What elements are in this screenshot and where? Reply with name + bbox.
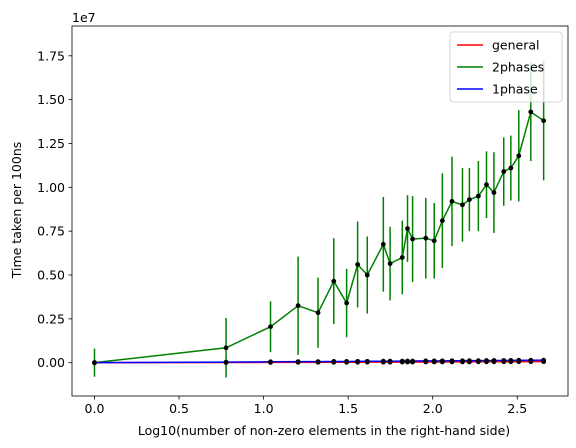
data-point-2phases	[431, 238, 437, 244]
data-point-2phases	[516, 153, 522, 159]
data-point-1phase	[223, 359, 229, 365]
data-point-2phases	[387, 261, 393, 267]
data-point-2phases	[355, 262, 361, 267]
y-tick-label: 1.50	[37, 92, 65, 107]
y-axis-label: Time taken per 100ns	[9, 142, 24, 280]
y-tick-label: 0.25	[37, 311, 65, 326]
y-tick-label: 1.75	[37, 48, 65, 63]
data-point-1phase	[501, 358, 507, 363]
y-offset-text: 1e7	[72, 10, 96, 25]
data-point-2phases	[460, 202, 465, 208]
data-point-1phase	[541, 357, 547, 363]
plot-area	[92, 61, 547, 378]
data-point-1phase	[364, 358, 370, 364]
data-point-1phase	[315, 359, 321, 365]
data-point-1phase	[380, 358, 386, 364]
data-point-1phase	[423, 358, 429, 364]
data-point-2phases	[399, 255, 405, 260]
plot-clipped-group	[92, 61, 547, 378]
data-point-2phases	[484, 182, 489, 188]
data-point-1phase	[355, 358, 361, 364]
data-point-1phase	[387, 358, 393, 364]
data-point-2phases	[364, 272, 370, 278]
data-point-2phases	[508, 165, 514, 171]
data-point-2phases	[475, 193, 481, 199]
data-point-2phases	[405, 226, 410, 231]
y-tick-label: 0.50	[37, 268, 65, 283]
data-point-1phase	[344, 359, 350, 364]
legend-label-1phase: 1phase	[492, 82, 538, 97]
series-line-1phase	[94, 359, 544, 364]
x-tick-label: 1.5	[338, 401, 358, 416]
data-point-1phase	[399, 358, 405, 364]
data-point-2phases	[410, 236, 415, 242]
data-point-1phase	[528, 357, 534, 363]
x-axis-label: Log10(number of non-zero elements in the…	[138, 423, 510, 438]
y-tick-label: 0.75	[37, 224, 65, 239]
data-point-1phase	[475, 358, 481, 364]
data-point-2phases	[467, 197, 472, 203]
series-line-2phases	[94, 110, 545, 364]
data-point-1phase	[449, 358, 455, 364]
markers-1phase	[92, 357, 547, 366]
data-point-2phases	[331, 278, 337, 284]
data-point-1phase	[268, 359, 273, 365]
data-point-2phases	[423, 235, 429, 241]
data-point-2phases	[295, 303, 301, 309]
x-tick-label: 0.5	[169, 401, 189, 416]
data-point-1phase	[484, 358, 489, 363]
axes-frame	[71, 25, 569, 397]
data-point-1phase	[410, 358, 415, 364]
legend: general 2phases 1phase	[449, 31, 563, 103]
data-point-2phases	[223, 345, 229, 351]
data-point-1phase	[508, 358, 514, 363]
y-tick-label: 0.00	[37, 355, 65, 370]
data-point-2phases	[528, 109, 534, 115]
y-tick-label: 1.25	[37, 136, 65, 151]
data-point-2phases	[268, 324, 273, 330]
axes: 0.0 0.5 1.0 1.5 2.0 2.5 0.00 0.25 0.50 0.75 1.00 1.…	[37, 25, 569, 416]
data-point-1phase	[491, 358, 497, 363]
markers-2phases	[92, 109, 547, 366]
y-tick-label: 1.00	[37, 180, 65, 195]
data-point-2phases	[449, 198, 455, 204]
data-point-2phases	[344, 300, 350, 306]
legend-box	[449, 31, 563, 103]
data-point-2phases	[501, 169, 507, 174]
series-1phase	[94, 359, 544, 364]
data-point-1phase	[405, 358, 410, 364]
data-point-1phase	[439, 358, 445, 364]
x-tick-label: 0.0	[85, 401, 105, 416]
data-point-1phase	[460, 358, 465, 364]
data-point-2phases	[439, 218, 445, 224]
data-point-1phase	[295, 359, 301, 365]
x-tick-label: 2.5	[507, 401, 527, 416]
data-point-1phase	[516, 357, 522, 363]
data-point-2phases	[541, 118, 547, 124]
legend-label-2phases: 2phases	[492, 60, 544, 75]
data-point-2phases	[380, 241, 386, 247]
legend-label-general: general	[492, 38, 540, 53]
x-tick-label: 2.0	[423, 401, 443, 416]
data-point-2phases	[491, 190, 497, 195]
data-point-1phase	[467, 358, 472, 364]
x-tick-label: 1.0	[254, 401, 274, 416]
data-point-1phase	[331, 359, 337, 364]
data-point-1phase	[92, 360, 97, 366]
data-point-1phase	[431, 358, 437, 364]
data-point-2phases	[315, 310, 321, 316]
